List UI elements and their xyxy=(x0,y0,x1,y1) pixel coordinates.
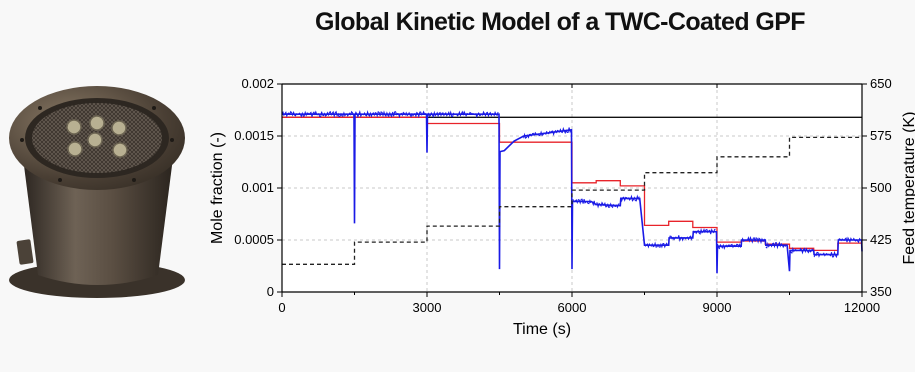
y-tick-label: 0.0015 xyxy=(234,128,274,143)
x-tick-label: 0 xyxy=(278,300,285,315)
y2-tick-label: 350 xyxy=(870,284,892,299)
series-measured-noise xyxy=(281,109,862,259)
y2-tick-label: 575 xyxy=(870,128,892,143)
y-tick-label: 0.001 xyxy=(241,180,274,195)
x-tick-label: 3000 xyxy=(413,300,442,315)
x-tick-label: 12000 xyxy=(844,300,880,315)
y-tick-label: 0 xyxy=(267,284,274,299)
y2-tick-label: 425 xyxy=(870,232,892,247)
chart-title: Global Kinetic Model of a TWC-Coated GPF xyxy=(315,8,806,36)
y2-axis-title: Feed temperature (K) xyxy=(901,112,915,265)
y-axis-title: Mole fraction (-) xyxy=(209,132,226,244)
y-tick-label: 0.002 xyxy=(241,76,274,91)
gpf-photo xyxy=(9,86,185,298)
series-measured xyxy=(282,113,863,274)
series-model xyxy=(282,116,862,252)
y2-tick-label: 500 xyxy=(870,180,892,195)
y2-tick-label: 650 xyxy=(870,76,892,91)
x-axis-title: Time (s) xyxy=(513,321,571,338)
chart-plot: 0 3000 6000 9000 12000 0 0.0005 0.001 0.0015 0.00… xyxy=(209,76,915,338)
y-tick-label: 0.0005 xyxy=(234,232,274,247)
x-tick-label: 6000 xyxy=(558,300,587,315)
x-tick-label: 9000 xyxy=(703,300,732,315)
